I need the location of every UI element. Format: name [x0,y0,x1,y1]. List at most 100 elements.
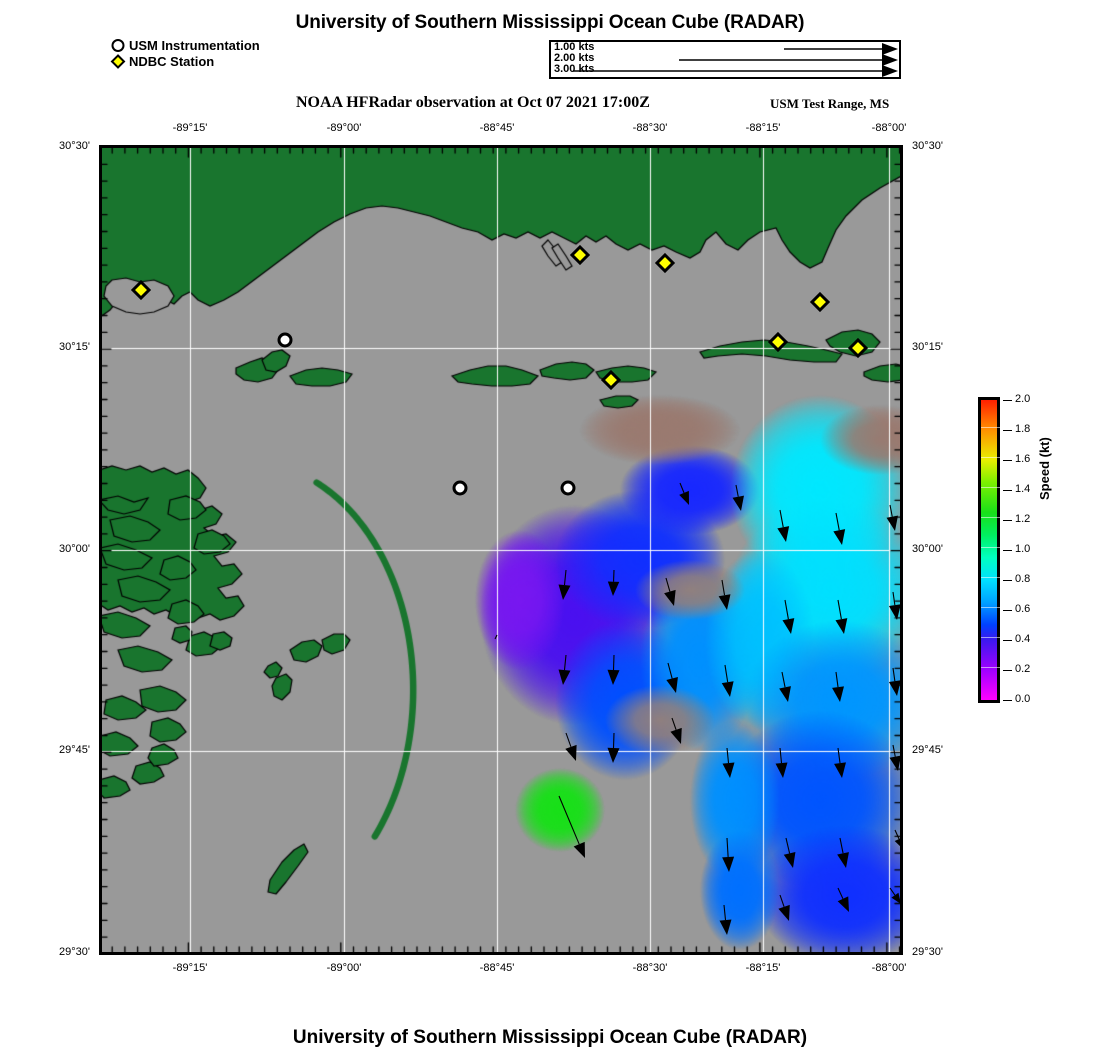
vector-shaft [892,591,896,606]
ndbc-station-marker[interactable] [130,279,152,301]
y-tick-label: 29°30' [912,946,943,958]
colorbar-grid-line [981,427,1003,428]
vector-shaft [889,504,893,517]
vector-shaft [563,654,567,671]
vector-arrowhead [573,841,585,858]
vector-arrowhead [722,856,735,872]
usm-instrumentation-marker[interactable] [277,332,293,348]
legend-label-ndbc-station: NDBC Station [129,54,215,69]
x-tick-label: -88°30' [632,962,668,974]
y-tick-label: 30°30' [912,140,943,152]
vector-shaft [665,577,671,592]
colorbar-tick-label: 0.8 [1015,573,1031,585]
colorbar-tick-mark [1003,430,1012,431]
current-vectors [494,482,900,935]
colorbar-gradient [978,397,1003,703]
legend-item-ndbc-station: NDBC Station [110,54,260,69]
y-tick-label: 29°45' [59,744,90,756]
x-tick-label: -88°00' [871,962,907,974]
vector-shaft [889,887,896,896]
vector-shaft [892,667,896,682]
vector-arrowhead [891,892,900,904]
vector-shaft [835,512,840,531]
colorbar-tick-mark [1003,400,1012,401]
vector-shaft [612,654,615,671]
colorbar-tick-mark [1003,670,1012,671]
vector-shaft [784,599,789,620]
colorbar-tick-mark [1003,490,1012,491]
colorbar-grid-line [981,607,1003,608]
x-tick-label: -88°15' [745,122,781,134]
vector-shaft [894,829,900,840]
vector-shaft [721,579,726,596]
vector-arrowhead [670,727,682,744]
x-tick-label: -88°15' [745,962,781,974]
ndbc-station-marker[interactable] [654,252,676,274]
ndbc-station-marker[interactable] [809,291,831,313]
vector-arrowhead [837,896,849,912]
vector-arrowhead [894,838,900,847]
vector-shaft [724,664,729,683]
vector-shaft [679,482,685,494]
vector-arrowhead [565,744,577,761]
ndbc-station-markers[interactable] [130,244,869,391]
x-tick-label: -88°45' [479,962,515,974]
map-plot-area[interactable] [99,145,903,955]
usm-instrumentation-marker[interactable] [452,480,468,496]
map-overlay [130,244,900,935]
vector-shaft [726,837,729,858]
vector-arrowhead [607,669,620,685]
colorbar-tick-label: 1.4 [1015,483,1031,495]
circle-marker-icon [111,39,125,52]
vector-arrowhead [777,526,790,542]
vector-shaft [558,795,580,845]
vector-arrowhead [607,581,620,596]
colorbar-tick-label: 0.4 [1015,633,1031,645]
colorbar-tick-label: 2.0 [1015,393,1031,405]
vector-arrowhead [888,604,900,620]
vector-arrowhead [832,686,844,702]
vector-arrowhead [782,618,795,634]
x-tick-label: -89°00' [326,962,362,974]
ndbc-station-marker[interactable] [569,244,591,266]
vector-arrowhead [837,852,849,868]
vector-scale-arrows [573,43,898,77]
vector-shaft [839,837,844,854]
vector-arrowhead [666,676,678,693]
vector-shaft [781,671,786,688]
colorbar-tick-label: 0.6 [1015,603,1031,615]
x-tick-label: -89°00' [326,122,362,134]
vector-arrowhead [835,618,848,634]
vector-arrowhead [722,762,735,778]
vector-shaft [565,732,572,748]
ndbc-station-marker[interactable] [847,337,869,359]
y-tick-label: 29°30' [59,946,90,958]
vector-arrowhead [719,919,732,935]
vector-shaft [494,634,498,640]
colorbar-grid-line [981,637,1003,638]
footer-title: University of Southern Mississippi Ocean… [292,1027,808,1048]
legend-label-usm-instrumentation: USM Instrumentation [129,38,260,53]
colorbar-tick-mark [1003,580,1012,581]
colorbar-grid-line [981,487,1003,488]
usm-instrumentation-markers[interactable] [277,332,576,496]
y-tick-label: 30°15' [59,341,90,353]
vector-arrowhead [779,686,791,702]
y-tick-label: 30°00' [59,543,90,555]
vector-arrowhead [732,495,744,511]
vector-scale-label-2: 2.00 kts [554,52,595,64]
map-canvas[interactable] [102,148,900,952]
usm-instrumentation-marker[interactable] [560,480,576,496]
ndbc-station-marker[interactable] [767,331,789,353]
vector-scale-label-1: 1.00 kts [554,41,595,53]
ndbc-station-marker[interactable] [600,369,622,391]
vector-arrowhead [775,762,788,778]
vector-shaft [835,671,839,688]
colorbar-tick-mark [1003,640,1012,641]
diamond-marker-icon [110,54,126,69]
colorbar-tick-mark [1003,550,1012,551]
vector-arrowhead [558,584,571,600]
legend-item-usm-instrumentation: USM Instrumentation [110,38,260,53]
x-tick-label: -88°45' [479,122,515,134]
marker-legend: USM Instrumentation NDBC Station [110,38,260,70]
